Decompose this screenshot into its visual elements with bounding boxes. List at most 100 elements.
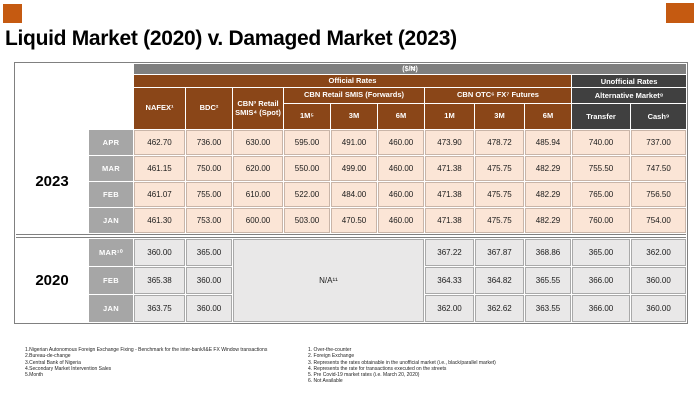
rate-cell: 478.72: [475, 130, 524, 155]
rate-cell: 360.00: [631, 295, 687, 322]
footnote: 5. Pre Covid-19 market rates (i.e. March…: [308, 372, 420, 379]
fx-rates-table: ($/₦) Official Rates Unofficial Rates NA…: [14, 62, 689, 324]
col-header-smis-spot: CBN³ Retail SMIS⁴ (Spot): [233, 88, 283, 129]
footnote: 3.Central Bank of Nigeria: [25, 359, 81, 366]
rate-cell: 365.00: [186, 239, 232, 266]
rate-cell: 550.00: [284, 156, 330, 181]
rate-cell: 360.00: [186, 267, 232, 294]
rate-cell: 460.00: [378, 130, 424, 155]
unofficial-rates-header: Unofficial Rates: [572, 75, 687, 87]
footnote: 2.Bureau-de-change: [25, 353, 71, 360]
rate-cell: 366.00: [572, 267, 630, 294]
rate-cell: 755.00: [186, 182, 232, 207]
rate-cell: 765.00: [572, 182, 630, 207]
rate-cell: 610.00: [233, 182, 283, 207]
currency-units-header: ($/₦): [134, 64, 687, 74]
rate-cell: 367.87: [475, 239, 524, 266]
rate-cell: 750.00: [186, 156, 232, 181]
rate-cell: 365.55: [525, 267, 571, 294]
month-label: MAR: [89, 156, 133, 181]
rate-cell: 737.00: [631, 130, 687, 155]
rate-cell: 461.07: [134, 182, 185, 207]
footnote: 1.Nigerian Autonomous Foreign Exchange F…: [25, 347, 268, 353]
footnotes-left: 1.Nigerian Autonomous Foreign Exchange F…: [25, 347, 300, 378]
col-header-fwd-1m: 1M⁵: [284, 104, 330, 129]
footnote: 4. Represents the rate for transactions …: [308, 365, 447, 372]
rate-cell: 367.22: [425, 239, 474, 266]
col-header-fut-3m: 3M: [475, 104, 524, 129]
col-header-fwd-3m: 3M: [331, 104, 377, 129]
rate-cell: 475.75: [475, 208, 524, 233]
rate-cell: 475.75: [475, 182, 524, 207]
rate-cell: 363.55: [525, 295, 571, 322]
rate-cell: 470.50: [331, 208, 377, 233]
table-row: MAR 461.15 750.00 620.00 550.00 499.00 4…: [16, 156, 687, 181]
rate-cell: 471.38: [425, 182, 474, 207]
footnote: 5.Month: [25, 372, 44, 379]
month-label: JAN: [89, 208, 133, 233]
rate-cell: 362.00: [631, 239, 687, 266]
month-label: MAR¹⁰: [89, 239, 133, 266]
footnote: 1. Over-the-counter: [308, 347, 352, 353]
accent-square-right: [666, 3, 694, 23]
rate-cell: 620.00: [233, 156, 283, 181]
rate-cell: 460.00: [378, 182, 424, 207]
table-row: FEB 461.07 755.00 610.00 522.00 484.00 4…: [16, 182, 687, 207]
rate-cell: 482.29: [525, 156, 571, 181]
month-label: FEB: [89, 267, 133, 294]
rate-cell: 755.50: [572, 156, 630, 181]
year-label-2023: 2023: [16, 130, 88, 233]
rate-cell: 364.33: [425, 267, 474, 294]
rate-cell: 484.00: [331, 182, 377, 207]
rate-cell: 461.15: [134, 156, 185, 181]
table-corner-blank: [16, 64, 133, 129]
table-row: JAN 363.75 360.00 362.00 362.62 363.55 3…: [16, 295, 687, 322]
rate-cell: 360.00: [186, 295, 232, 322]
rate-cell: 630.00: [233, 130, 283, 155]
rate-cell: 462.70: [134, 130, 185, 155]
footnote: 4.Secondary Market Intervention Sales: [25, 365, 112, 372]
table-row: FEB 365.38 360.00 364.33 364.82 365.55 3…: [16, 267, 687, 294]
accent-square-left: [3, 4, 22, 23]
month-label: FEB: [89, 182, 133, 207]
rate-cell: 461.30: [134, 208, 185, 233]
col-header-nafex: NAFEX¹: [134, 88, 185, 129]
col-group-smis-forwards: CBN Retail SMIS (Forwards): [284, 88, 424, 103]
footnote: 3. Represents the rates obtainable in th…: [308, 359, 496, 366]
rate-cell: 503.00: [284, 208, 330, 233]
rate-cell: 485.94: [525, 130, 571, 155]
rate-cell: 740.00: [572, 130, 630, 155]
footnote: 6. Not Available: [308, 378, 343, 385]
table-row: JAN 461.30 753.00 600.00 503.00 470.50 4…: [16, 208, 687, 233]
rate-cell: 360.00: [134, 239, 185, 266]
col-group-otc-futures: CBN OTC⁶ FX⁷ Futures: [425, 88, 571, 103]
rate-cell: 499.00: [331, 156, 377, 181]
footnote: 2. Foreign Exchange: [308, 353, 355, 360]
rate-cell: 595.00: [284, 130, 330, 155]
month-label: APR: [89, 130, 133, 155]
rate-cell: 736.00: [186, 130, 232, 155]
rate-cell: 363.75: [134, 295, 185, 322]
footnotes-right: 1. Over-the-counter 2. Foreign Exchange …: [308, 347, 583, 385]
official-rates-header: Official Rates: [134, 75, 571, 87]
rate-cell: 473.90: [425, 130, 474, 155]
rate-cell: 460.00: [378, 208, 424, 233]
rate-cell: 366.00: [572, 295, 630, 322]
rate-cell: 491.00: [331, 130, 377, 155]
rate-cell: 360.00: [631, 267, 687, 294]
rate-cell: 756.50: [631, 182, 687, 207]
month-label: JAN: [89, 295, 133, 322]
rate-cell: 460.00: [378, 156, 424, 181]
rate-cell: 522.00: [284, 182, 330, 207]
rate-cell: 747.50: [631, 156, 687, 181]
col-header-bdc: BDC²: [186, 88, 232, 129]
col-header-cash: Cash⁹: [631, 104, 687, 129]
rate-cell: 482.29: [525, 182, 571, 207]
rate-cell: 471.38: [425, 208, 474, 233]
rate-cell: 600.00: [233, 208, 283, 233]
year-label-2020: 2020: [16, 239, 88, 322]
rate-cell: 365.38: [134, 267, 185, 294]
fx-rates-table-container: ($/₦) Official Rates Unofficial Rates NA…: [14, 62, 689, 324]
rate-cell: 475.75: [475, 156, 524, 181]
col-header-fut-6m: 6M: [525, 104, 571, 129]
